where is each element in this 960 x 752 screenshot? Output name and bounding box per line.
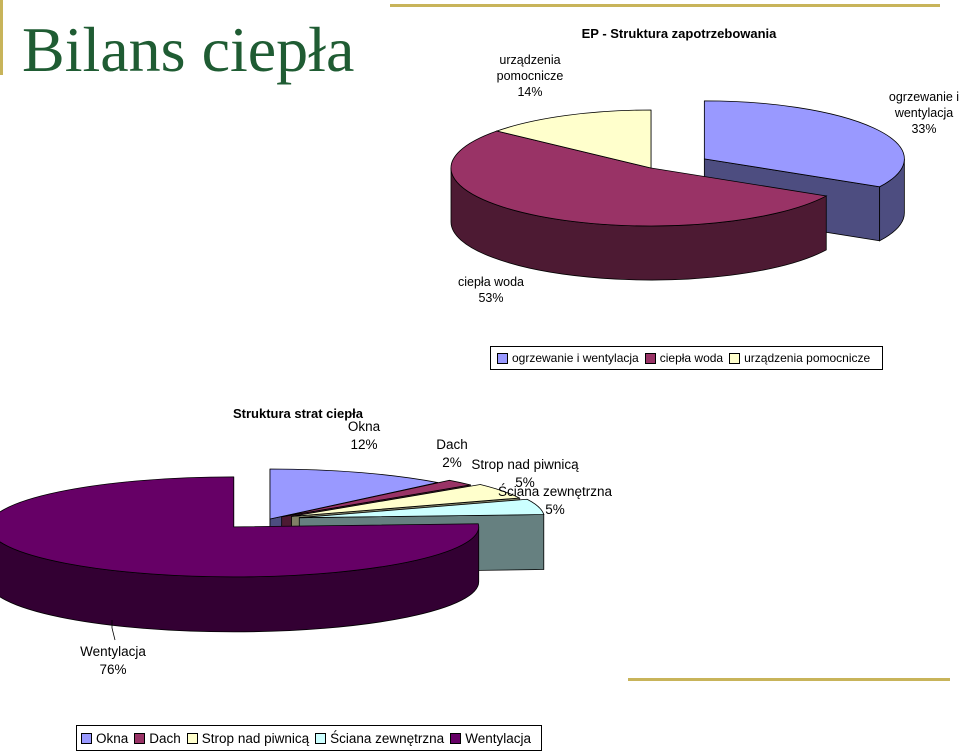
legend-item-dach: Dach: [134, 731, 181, 746]
chart1-data-label-ciepla-woda: ciepła woda 53%: [458, 275, 524, 305]
legend-item-wentylacja: Wentylacja: [450, 731, 531, 746]
legend-swatch-ciepla-woda: [644, 352, 656, 364]
chart1-data-label-ogrzewanie-i-wentylacja: ogrzewanie i wentylacja 33%: [889, 90, 959, 136]
legend-heat-loss: Okna Dach Strop nad piwnicą Ściana zewnętrz…: [76, 725, 542, 751]
title-rule: [390, 4, 940, 7]
chart1-slice-ciepla-woda: [450, 130, 828, 227]
legend-item-urzadzenia-pomocnicze: urządzenia pomocnicze: [729, 351, 870, 365]
chart1-data-label-urzadzenia-pomocnicze: urządzenia pomocnicze 14%: [497, 53, 564, 99]
legend-ep-structure: ogrzewanie i wentylacja ciepła woda urządz…: [490, 346, 884, 370]
legend-swatch-dach: [134, 732, 146, 744]
chart2-data-label-wentylacja: Wentylacja 76%: [80, 644, 146, 677]
footer-rule: [628, 678, 950, 681]
legend-item-sciana-zewnetrzna: Ściana zewnętrzna: [315, 731, 444, 746]
chart-ep-structure: EP - Struktura zapotrzebowania ogrzewanie…: [450, 26, 959, 305]
chart2-leader-line: [111, 620, 116, 641]
chart2-slice-sciana-zewnetrzna: [299, 498, 545, 519]
legend-swatch-ogrzewanie-i-wentylacja: [497, 352, 508, 364]
legend-label-ciepla-woda: ciepła woda: [659, 351, 724, 365]
legend-swatch-okna: [81, 732, 92, 744]
legend-swatch-strop-nad-piwnica: [186, 732, 198, 744]
legend-item-ciepla-woda: ciepła woda: [644, 351, 724, 365]
legend-label-sciana-zewnetrzna: Ściana zewnętrzna: [330, 730, 445, 746]
chart1-slice-ogrzewanie-i-wentylacja: [703, 100, 905, 188]
slide-accent-bar: [0, 0, 3, 75]
chart2-data-label-dach: Dach 2%: [436, 437, 468, 470]
legend-label-urzadzenia-pomocnicze: urządzenia pomocnicze: [744, 351, 871, 365]
legend-item-okna: Okna: [81, 731, 128, 746]
legend-label-okna: Okna: [96, 730, 129, 746]
slide-title: Bilans ciepła: [22, 14, 355, 85]
legend-swatch-wentylacja: [450, 732, 462, 744]
legend-item-ogrzewanie-i-wentylacja: ogrzewanie i wentylacja: [497, 351, 639, 365]
chart2-slice-okna: [269, 468, 438, 520]
chart2-slice-wentylacja: [0, 476, 480, 578]
chart1-slice-urzadzenia-pomocnicze: [495, 109, 652, 169]
chart2-data-label-sciana-zewnetrzna: Ściana zewnętrzna 5%: [498, 484, 613, 517]
legend-label-ogrzewanie-i-wentylacja: ogrzewanie i wentylacja: [512, 351, 639, 365]
chart2-slice-strop-nad-piwnica: [291, 484, 521, 517]
chart1-title: EP - Struktura zapotrzebowania: [582, 26, 778, 41]
chart2-data-label-strop-nad-piwnica: Strop nad piwnicą 5%: [471, 457, 579, 490]
legend-swatch-urzadzenia-pomocnicze: [729, 352, 741, 364]
legend-item-strop-nad-piwnica: Strop nad piwnicą: [186, 730, 310, 746]
legend-swatch-sciana-zewnetrzna: [315, 732, 327, 744]
legend-label-strop-nad-piwnica: Strop nad piwnicą: [201, 730, 310, 746]
legend-label-dach: Dach: [149, 730, 181, 746]
chart2-data-label-okna: Okna 12%: [348, 419, 381, 452]
chart2-title: Struktura strat ciepła: [233, 406, 364, 421]
chart2-slice-dach: [281, 479, 471, 518]
legend-label-wentylacja: Wentylacja: [465, 730, 531, 746]
